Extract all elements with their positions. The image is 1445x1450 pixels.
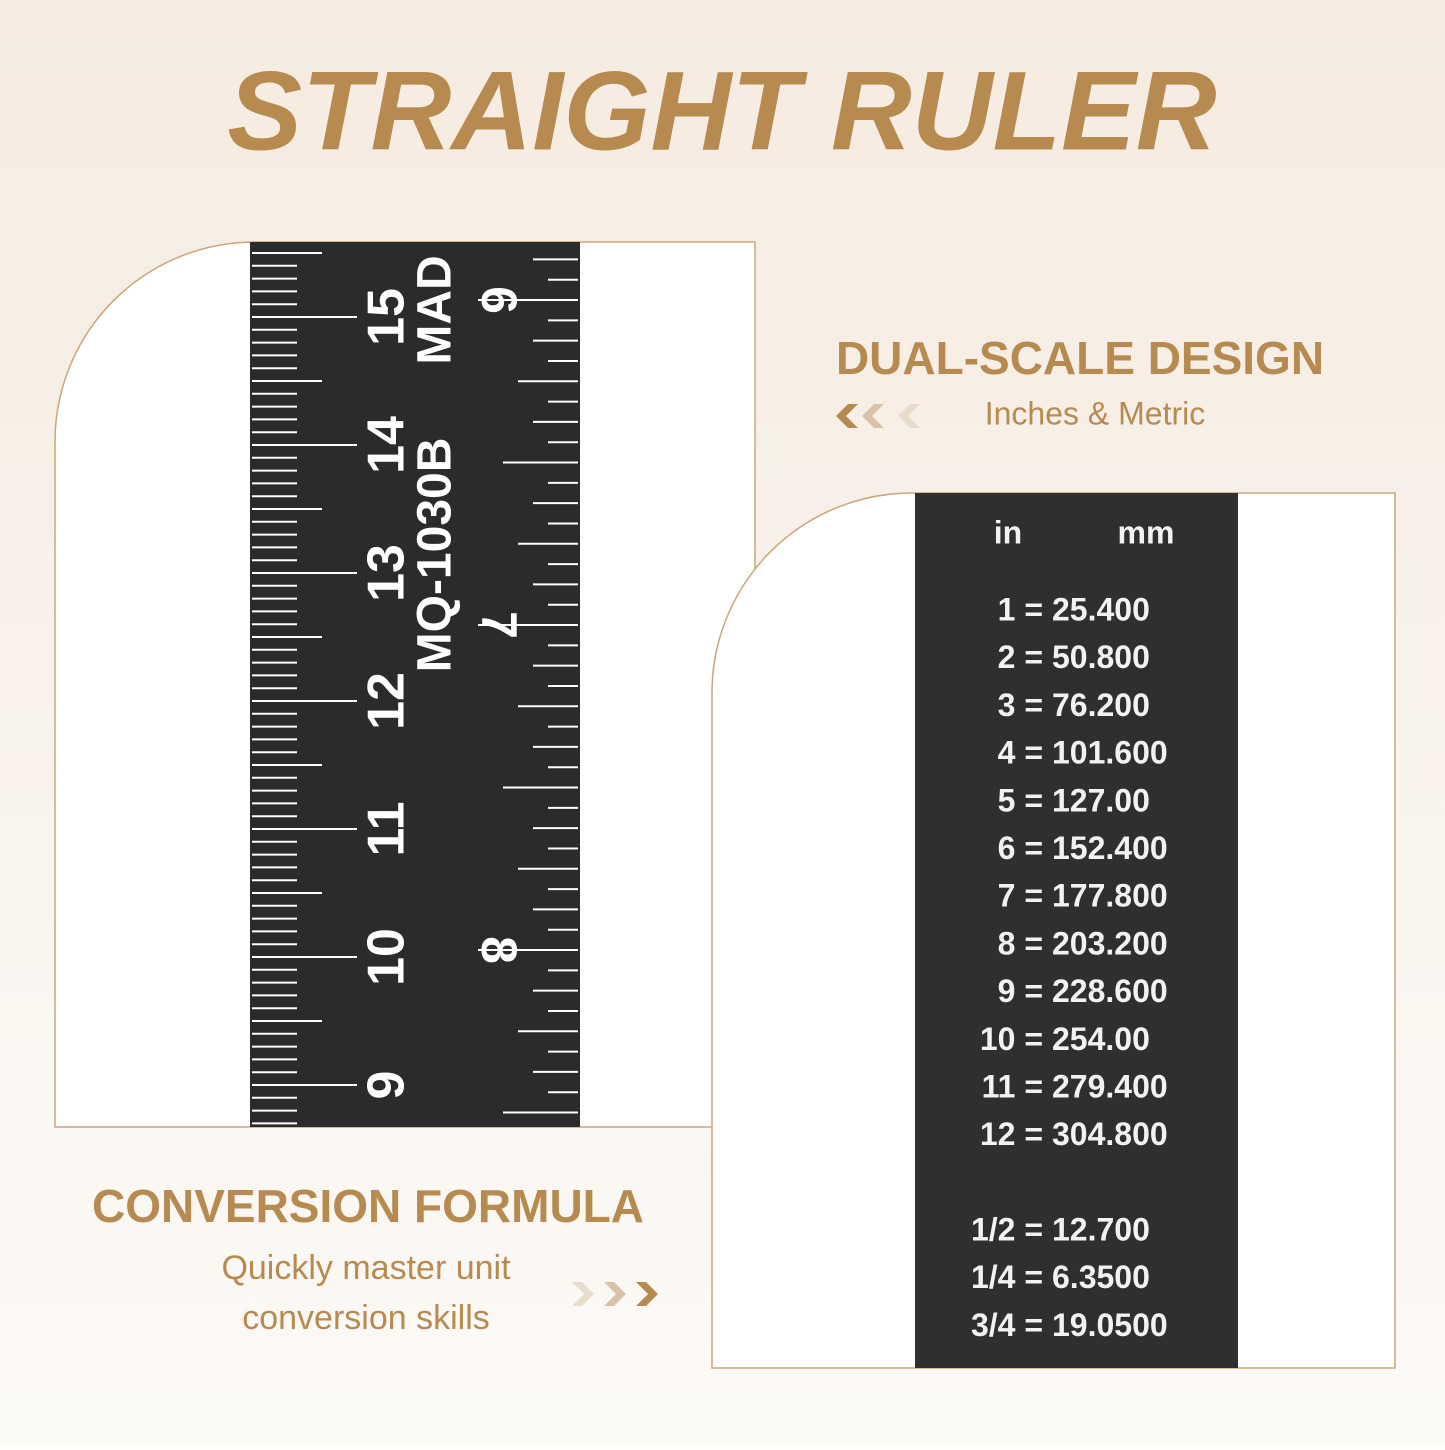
cm-label: 10 [358, 928, 416, 986]
table-cell: 1/4 = [971, 1259, 1043, 1295]
table-cell: 1/2 = [971, 1211, 1043, 1247]
table-header: mm [1118, 514, 1175, 550]
ruler-body [250, 242, 580, 1127]
table-cell: 228.600 [1052, 973, 1168, 1009]
inch-label: 8 [471, 936, 527, 964]
table-cell: 19.0500 [1052, 1307, 1168, 1343]
table-cell: 177.800 [1052, 878, 1168, 914]
cm-label: 9 [358, 1071, 416, 1100]
title: STRAIGHT RULER [227, 49, 1216, 174]
table-cell: 304.800 [1052, 1116, 1168, 1152]
ruler: 15 14 13 12 11 10 9 6 7 8 MQ-1030B MAD [250, 242, 580, 1127]
table-cell: 9 = [998, 973, 1043, 1009]
table-cell: 279.400 [1052, 1068, 1168, 1104]
chevrons-left [836, 404, 920, 428]
cm-label: 11 [358, 802, 416, 857]
brand: MAD [409, 255, 462, 364]
conversion-heading: CONVERSION FORMULA [92, 1180, 644, 1232]
cm-label: 15 [358, 288, 416, 346]
table-cell: 11 = [982, 1068, 1043, 1104]
inch-label: 7 [471, 611, 527, 639]
dual-heading: DUAL-SCALE DESIGN [836, 332, 1324, 384]
table-cell: 3 = [998, 687, 1043, 723]
dual-caption: Inches & Metric [985, 395, 1206, 431]
conversion-caption: Quickly master unit [221, 1249, 511, 1287]
table-cell: 25.400 [1052, 591, 1150, 627]
table-cell: 76.200 [1052, 687, 1150, 723]
conversion-caption: conversion skills [242, 1299, 490, 1337]
table-cell: 6 = [998, 830, 1043, 866]
table-cell: 1 = [998, 591, 1043, 627]
table-cell: 5 = [998, 782, 1043, 818]
table-header: in [994, 514, 1022, 550]
table-cell: 101.600 [1052, 735, 1168, 771]
table-cell: 50.800 [1052, 639, 1150, 675]
table-cell: 8 = [998, 925, 1043, 961]
cm-label: 12 [358, 672, 416, 730]
table-cell: 3/4 = [971, 1307, 1043, 1343]
cm-label: 14 [358, 416, 416, 474]
model: MQ-1030B [409, 438, 462, 673]
table-cell: 2 = [998, 639, 1043, 675]
table-cell: 203.200 [1052, 925, 1168, 961]
table-cell: 6.3500 [1052, 1259, 1150, 1295]
table-cell: 254.00 [1052, 1021, 1150, 1057]
table-cell: 152.400 [1052, 830, 1168, 866]
table-cell: 10 = [980, 1021, 1043, 1057]
table-cell: 7 = [998, 878, 1043, 914]
table-cell: 4 = [998, 735, 1043, 771]
table-cell: 127.00 [1052, 782, 1150, 818]
cm-label: 13 [358, 544, 416, 602]
card-body [915, 493, 1238, 1368]
chevrons-right [572, 1282, 658, 1306]
table-cell: 12 = [980, 1116, 1043, 1152]
table-cell: 12.700 [1052, 1211, 1150, 1247]
inch-label: 6 [471, 286, 527, 314]
